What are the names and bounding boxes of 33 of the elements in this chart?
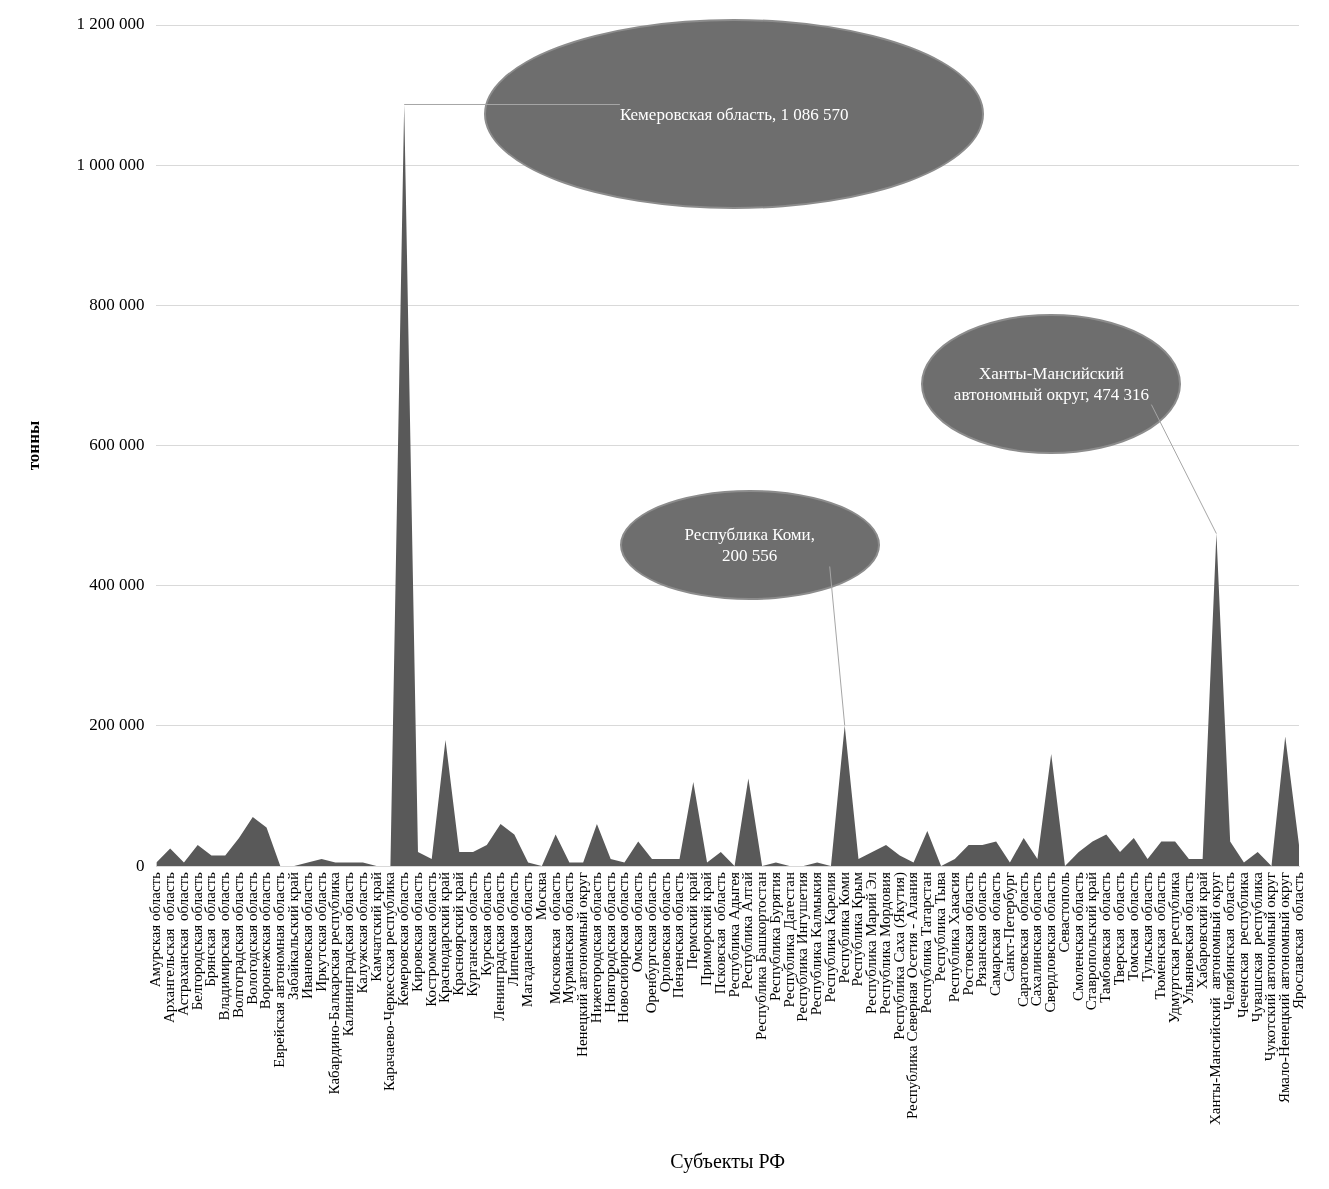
- x-tick-label: Забайкальский край: [285, 872, 301, 1000]
- x-tick-label: Тверская область: [1110, 871, 1127, 986]
- y-tick-label: 400 000: [89, 575, 145, 595]
- x-tick-label: Мурманская область: [560, 871, 577, 1004]
- x-tick-label: Смоленская область: [1069, 871, 1086, 1001]
- y-tick-label: 600 000: [89, 434, 145, 454]
- x-tick-label: Ставропольский край: [1083, 872, 1100, 1011]
- x-tick-label: Амурская область: [147, 871, 164, 988]
- x-tick-label: Хабаровский край: [1193, 872, 1210, 990]
- x-tick-label: Рязанская область: [973, 871, 990, 988]
- x-tick-label: Чеченская республика: [1234, 871, 1251, 1019]
- x-tick-label: Республика Адыгея: [725, 871, 742, 998]
- y-tick-label: 1 200 000: [76, 14, 145, 34]
- x-tick-label: Самарская область: [987, 871, 1004, 996]
- cloud-callout: Кемеровская область, 1 086 570: [484, 19, 985, 210]
- annotation: Республика Коми, 200 556: [683, 524, 816, 567]
- cloud-callout: Республика Коми, 200 556: [619, 490, 880, 601]
- x-tick-label: Пермский край: [684, 872, 701, 970]
- y-tick-label: 800 000: [89, 294, 145, 314]
- annotation: Кемеровская область, 1 086 570: [619, 104, 849, 125]
- y-tick-label: 0: [135, 855, 145, 875]
- x-tick-label: Оренбургская область: [642, 871, 659, 1014]
- x-tick-label: Удмуртская республика: [1166, 871, 1183, 1024]
- y-tick-label: 200 000: [89, 715, 145, 735]
- cloud-callout: Ханты-Мансийский автономный округ, 474 316: [921, 313, 1182, 454]
- y-axis-title: тонны: [23, 420, 43, 471]
- x-tick-label: Тульская область: [1138, 871, 1155, 982]
- y-tick-label: 1 000 000: [76, 154, 145, 174]
- x-tick-label: Курская область: [477, 871, 494, 976]
- x-tick-label: Московская область: [546, 871, 563, 1005]
- annotation: Ханты-Мансийский автономный округ, 474 316: [952, 362, 1150, 405]
- x-axis-title: Субъекты РФ: [670, 1150, 786, 1174]
- x-tick-label: Иркутская область: [312, 871, 329, 992]
